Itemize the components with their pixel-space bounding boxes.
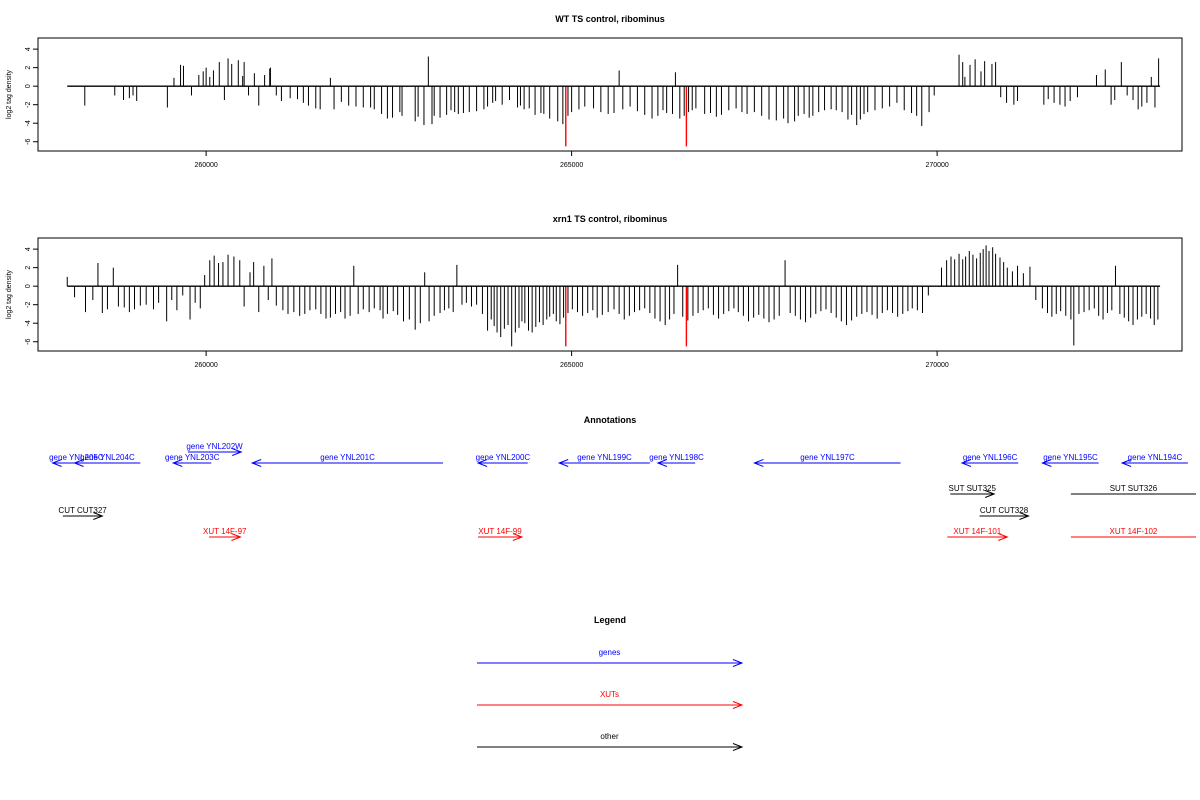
feature-label: gene YNL194C: [1128, 453, 1183, 462]
feature-label: XUT 14F-102: [1110, 527, 1158, 536]
x-tick-label: 270000: [925, 362, 948, 369]
y-tick-label: 0: [25, 84, 32, 88]
feature-arrow-head: [752, 459, 764, 467]
legend-arrow-head: [732, 701, 744, 709]
legend-panel: Legend genes XUTs other: [477, 615, 744, 751]
feature-label: gene YNL205C: [49, 453, 104, 462]
panel-title: WT TS control, ribominus: [555, 14, 665, 24]
x-tick-label: 270000: [925, 162, 948, 169]
feature-arrow-head: [998, 533, 1009, 541]
y-axis-label: log2 tag density: [6, 269, 13, 319]
x-tick-label: 265000: [560, 162, 583, 169]
legend-item-label: other: [600, 732, 619, 741]
feature-arrow-head: [1019, 512, 1030, 520]
feature-label: gene YNL198C: [649, 453, 704, 462]
feature-label: gene YNL197C: [800, 453, 855, 462]
feature-arrow-head: [960, 459, 972, 467]
x-tick-label: 260000: [194, 362, 217, 369]
legend-item-label: XUTs: [600, 690, 619, 699]
feature-label: gene YNL202W: [186, 442, 243, 451]
feature-label: XUT 14F-101: [953, 527, 1001, 536]
y-tick-label: -4: [25, 120, 32, 126]
y-tick-label: 0: [25, 284, 32, 288]
feature-label: CUT CUT328: [980, 506, 1029, 515]
legend-arrow-head: [732, 743, 744, 751]
feature-arrow-head: [73, 459, 84, 467]
y-tick-label: -4: [25, 320, 32, 326]
xrn1-density-panel: xrn1 TS control, ribominus log2 tag densi…: [6, 214, 1183, 369]
plot-frame: [37, 37, 1183, 152]
annotations-title: Annotations: [584, 415, 637, 425]
legend-item-label: genes: [599, 648, 621, 657]
feature-label: SUT SUT325: [948, 484, 996, 493]
feature-arrow-head: [557, 459, 569, 467]
legend-title: Legend: [594, 615, 626, 625]
y-axis-label: log2 tag density: [6, 69, 13, 119]
x-tick-label: 260000: [194, 162, 217, 169]
y-tick-label: 2: [25, 266, 32, 270]
feature-label: gene YNL196C: [963, 453, 1018, 462]
x-tick-label: 265000: [560, 362, 583, 369]
feature-arrow-head: [656, 459, 668, 467]
feature-label: gene YNL201C: [320, 453, 375, 462]
feature-label: gene YNL203C: [165, 453, 220, 462]
y-tick-label: 4: [25, 47, 32, 51]
feature-arrow-head: [476, 459, 488, 467]
y-tick-label: -6: [25, 139, 32, 145]
plot-frame: [37, 237, 1183, 352]
feature-arrow-head: [1120, 459, 1132, 467]
feature-arrow-head: [984, 490, 996, 498]
y-tick-label: -2: [25, 101, 32, 107]
y-tick-label: -6: [25, 339, 32, 345]
feature-arrow-head: [250, 459, 262, 467]
feature-label: gene YNL200C: [476, 453, 531, 462]
feature-label: gene YNL195C: [1043, 453, 1098, 462]
y-tick-label: -2: [25, 301, 32, 307]
feature-label: gene YNL199C: [577, 453, 632, 462]
feature-arrow-head: [51, 459, 62, 467]
feature-label: XUT 14F-99: [478, 527, 522, 536]
feature-arrow-head: [231, 533, 242, 541]
feature-label: CUT CUT327: [58, 506, 107, 515]
wt-density-panel: WT TS control, ribominus log2 tag density…: [6, 14, 1183, 169]
legend-arrow-head: [732, 659, 744, 667]
feature-arrow-head: [1041, 459, 1052, 467]
feature-label: XUT 14F-97: [203, 527, 247, 536]
feature-label: SUT SUT326: [1110, 484, 1158, 493]
feature-arrow-head: [171, 459, 183, 467]
y-tick-label: 4: [25, 247, 32, 251]
feature-arrow-head: [232, 448, 243, 456]
feature-label: gene YNL204C: [80, 453, 135, 462]
y-tick-label: 2: [25, 66, 32, 70]
panel-title: xrn1 TS control, ribominus: [553, 214, 668, 224]
feature-arrow-head: [512, 533, 524, 541]
feature-arrow-head: [93, 512, 104, 520]
